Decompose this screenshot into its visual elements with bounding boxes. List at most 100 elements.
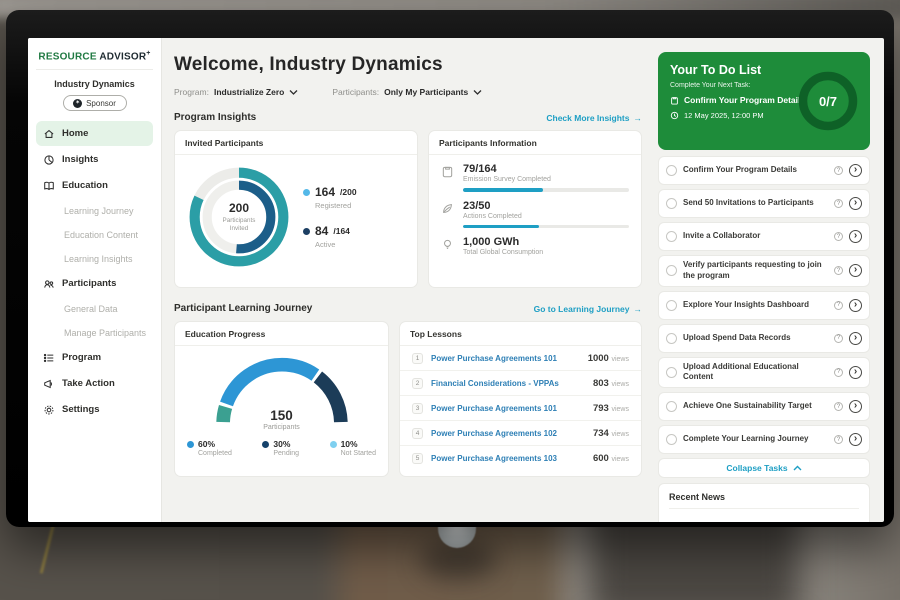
task-confirm-program[interactable]: Confirm Your Program Details ? › xyxy=(658,156,870,185)
legend-item-pending: 30% Pending xyxy=(262,439,299,457)
sidebar-item-program[interactable]: Program xyxy=(36,345,153,370)
todo-next-task: Confirm Your Program Details xyxy=(684,95,805,105)
section-title-learning-journey: Participant Learning Journey xyxy=(174,303,312,314)
sidebar-item-learning-journey[interactable]: Learning Journey xyxy=(36,199,153,222)
sponsor-badge[interactable]: ✶ Sponsor xyxy=(63,95,127,111)
program-dropdown[interactable]: Program: Industrialize Zero xyxy=(174,87,298,97)
legend-dot xyxy=(303,189,310,196)
task-upload-spend-data[interactable]: Upload Spend Data Records ? › xyxy=(658,324,870,353)
task-checkbox[interactable] xyxy=(666,165,677,176)
lesson-link[interactable]: Power Purchase Agreements 101 xyxy=(431,404,585,413)
task-checkbox[interactable] xyxy=(666,300,677,311)
todo-counter: 0/7 xyxy=(796,69,860,133)
sidebar-item-learning-insights[interactable]: Learning Insights xyxy=(36,247,153,270)
help-icon[interactable]: ? xyxy=(834,199,843,208)
sidebar-item-label: General Data xyxy=(64,304,118,314)
chevron-right-icon[interactable]: › xyxy=(849,264,862,277)
task-checkbox[interactable] xyxy=(666,265,677,276)
sidebar-item-manage-participants[interactable]: Manage Participants xyxy=(36,321,153,344)
help-icon[interactable]: ? xyxy=(834,368,843,377)
sidebar-item-take-action[interactable]: Take Action xyxy=(36,371,153,396)
sidebar-item-home[interactable]: Home xyxy=(36,121,153,146)
invited-donut-chart: 200 Participants Invited xyxy=(185,163,293,271)
help-icon[interactable]: ? xyxy=(834,435,843,444)
sponsor-icon: ✶ xyxy=(73,99,82,108)
legend-item-completed: 60% Completed xyxy=(187,439,232,457)
chevron-right-icon[interactable]: › xyxy=(849,366,862,379)
task-achieve-sustainability-target[interactable]: Achieve One Sustainability Target ? › xyxy=(658,392,870,421)
program-dropdown-value: Industrialize Zero xyxy=(214,87,284,97)
task-checkbox[interactable] xyxy=(666,434,677,445)
check-more-insights-link[interactable]: Check More Insights → xyxy=(546,113,642,123)
task-label: Send 50 Invitations to Participants xyxy=(683,198,828,209)
lesson-link[interactable]: Financial Considerations - VPPAs xyxy=(431,379,585,388)
chevron-right-icon[interactable]: › xyxy=(849,197,862,210)
chevron-down-icon xyxy=(289,89,298,96)
sidebar-item-label: Education xyxy=(62,180,108,191)
help-icon[interactable]: ? xyxy=(834,301,843,310)
sidebar-item-general-data[interactable]: General Data xyxy=(36,297,153,320)
sidebar-item-education-content[interactable]: Education Content xyxy=(36,223,153,246)
filters-row: Program: Industrialize Zero Participants… xyxy=(174,87,648,97)
actions-icon xyxy=(441,202,454,215)
chevron-right-icon[interactable]: › xyxy=(849,332,862,345)
sidebar-item-participants[interactable]: Participants xyxy=(36,271,153,296)
sidebar-item-education[interactable]: Education xyxy=(36,173,153,198)
task-label: Verify participants requesting to join t… xyxy=(683,260,828,282)
lesson-link[interactable]: Power Purchase Agreements 102 xyxy=(431,429,585,438)
help-icon[interactable]: ? xyxy=(834,334,843,343)
sidebar-item-label: Settings xyxy=(62,404,99,415)
task-verify-participants[interactable]: Verify participants requesting to join t… xyxy=(658,255,870,287)
help-icon[interactable]: ? xyxy=(834,402,843,411)
chevron-right-icon[interactable]: › xyxy=(849,299,862,312)
task-label: Confirm Your Program Details xyxy=(683,165,828,176)
logo-advisor: ADVISOR xyxy=(99,51,146,62)
task-invite-collaborator[interactable]: Invite a Collaborator ? › xyxy=(658,222,870,251)
recent-news-card: Recent News xyxy=(658,483,870,522)
chevron-right-icon[interactable]: › xyxy=(849,164,862,177)
task-explore-insights[interactable]: Explore Your Insights Dashboard ? › xyxy=(658,291,870,320)
clock-icon xyxy=(670,111,679,120)
chevron-right-icon[interactable]: › xyxy=(849,230,862,243)
education-gauge-chart: 150 Participants xyxy=(207,350,357,437)
chevron-right-icon[interactable]: › xyxy=(849,400,862,413)
participants-dropdown[interactable]: Participants: Only My Participants xyxy=(332,87,482,97)
sidebar-item-settings[interactable]: Settings xyxy=(36,397,153,422)
lesson-views-suffix: views xyxy=(611,431,629,438)
help-icon[interactable]: ? xyxy=(834,232,843,241)
help-icon[interactable]: ? xyxy=(834,266,843,275)
sidebar-item-label: Take Action xyxy=(62,378,115,389)
task-checkbox[interactable] xyxy=(666,333,677,344)
participants-information-card: Participants Information 79/164 Emission… xyxy=(428,130,642,288)
progress-bar-fill xyxy=(463,188,543,192)
lesson-row: 5 Power Purchase Agreements 103 600 view… xyxy=(400,446,641,471)
lesson-link[interactable]: Power Purchase Agreements 101 xyxy=(431,354,580,363)
collapse-tasks-link[interactable]: Collapse Tasks xyxy=(658,458,870,478)
stat-value: 1,000 GWh xyxy=(463,236,629,248)
legend-dot xyxy=(330,441,337,448)
legend-label: Pending xyxy=(273,450,299,457)
sidebar-item-label: Learning Journey xyxy=(64,206,134,216)
section-title-program-insights: Program Insights xyxy=(174,112,256,123)
lesson-rank: 5 xyxy=(412,453,423,464)
help-icon[interactable]: ? xyxy=(834,166,843,175)
stat-actions-completed: 23/50 Actions Completed xyxy=(429,192,641,229)
lesson-rank: 3 xyxy=(412,403,423,414)
lesson-link[interactable]: Power Purchase Agreements 103 xyxy=(431,454,585,463)
chevron-right-icon[interactable]: › xyxy=(849,433,862,446)
donut-center-value: 200 xyxy=(229,201,249,215)
task-checkbox[interactable] xyxy=(666,401,677,412)
task-checkbox[interactable] xyxy=(666,198,677,209)
sidebar-item-insights[interactable]: Insights xyxy=(36,147,153,172)
sidebar: RESOURCE ADVISOR+ Industry Dynamics ✶ Sp… xyxy=(28,38,162,522)
go-to-learning-journey-link[interactable]: Go to Learning Journey → xyxy=(534,304,642,314)
task-checkbox[interactable] xyxy=(666,231,677,242)
task-complete-learning-journey[interactable]: Complete Your Learning Journey ? › xyxy=(658,425,870,454)
task-send-invitations[interactable]: Send 50 Invitations to Participants ? › xyxy=(658,189,870,218)
scene: RESOURCE ADVISOR+ Industry Dynamics ✶ Sp… xyxy=(0,0,900,600)
sidebar-item-label: Home xyxy=(62,128,88,139)
chevron-down-icon xyxy=(473,89,482,96)
task-upload-educational-content[interactable]: Upload Additional Educational Content ? … xyxy=(658,357,870,389)
education-progress-card: Education Progress 150 Participants xyxy=(174,321,389,477)
task-checkbox[interactable] xyxy=(666,367,677,378)
